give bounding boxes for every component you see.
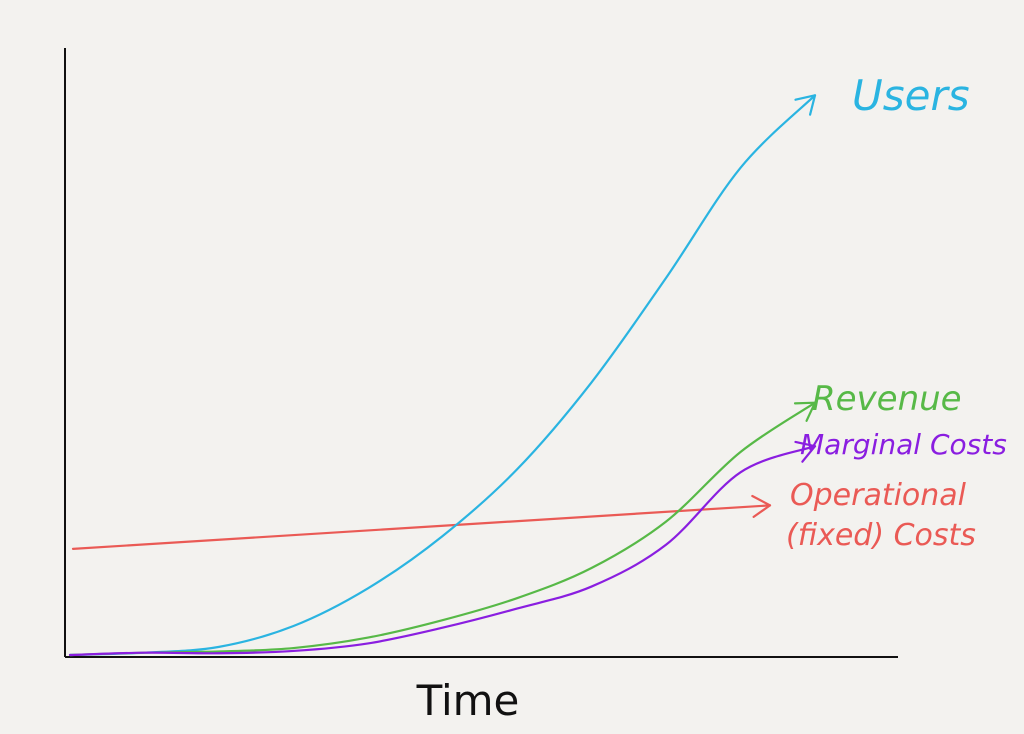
series-line-revenue bbox=[68, 401, 817, 657]
series-line-users bbox=[68, 94, 817, 657]
arrowhead-operational-fixed-costs bbox=[751, 494, 772, 518]
arrowhead-users bbox=[794, 94, 817, 116]
series-line-operational-fixed-costs bbox=[71, 504, 772, 550]
series-label-operational-line2: (fixed) Costs bbox=[786, 518, 976, 553]
series-label-operational-line1: Operational bbox=[790, 478, 967, 513]
series-label-revenue: Revenue bbox=[812, 379, 962, 419]
x-axis-label: Time bbox=[416, 676, 520, 725]
series-label-marginal-costs: Marginal Costs bbox=[800, 428, 1007, 461]
series-label-users: Users bbox=[852, 71, 970, 120]
series-line-marginal-costs bbox=[68, 445, 817, 657]
arrowhead-marginal-costs bbox=[794, 440, 817, 463]
series-layer bbox=[68, 94, 817, 657]
arrowhead-revenue bbox=[793, 401, 817, 422]
